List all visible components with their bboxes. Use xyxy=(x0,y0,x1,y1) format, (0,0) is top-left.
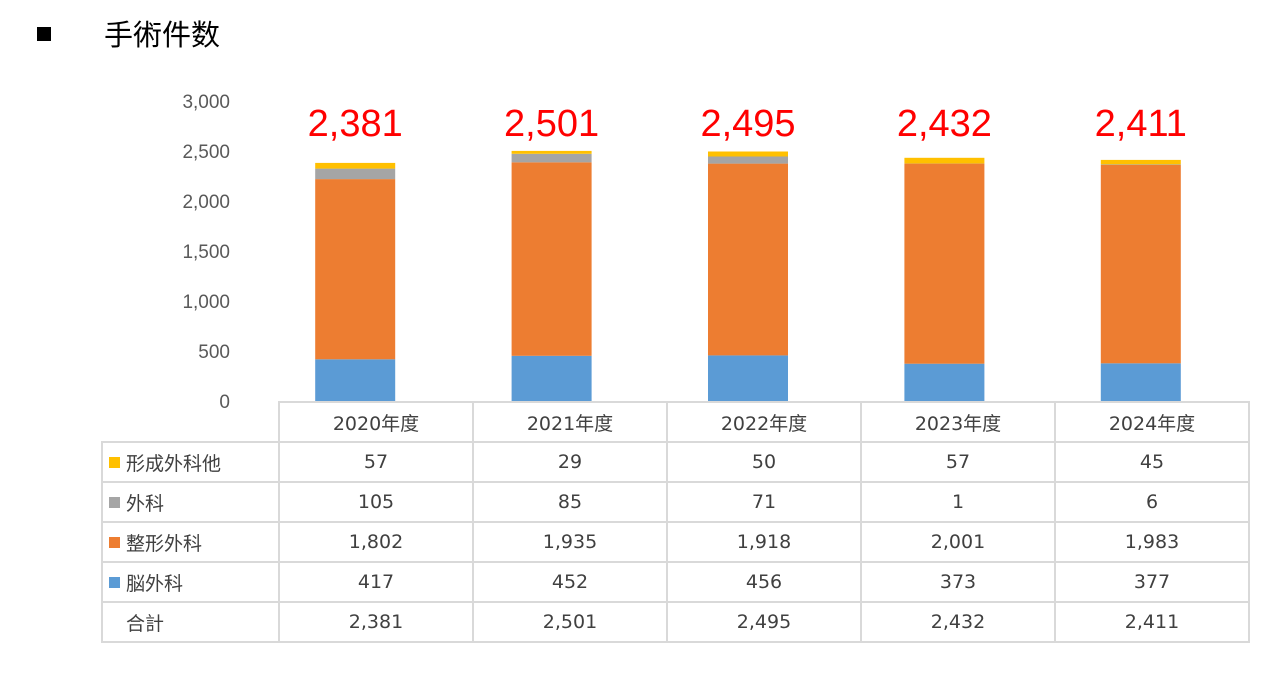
y-tick-label: 1,000 xyxy=(182,292,230,313)
page-title: 手術件数 xyxy=(104,18,221,52)
table-cell: 452 xyxy=(472,561,668,603)
table-row: 整形外科 1,802 1,935 1,918 2,001 1,983 xyxy=(101,521,1250,563)
y-tick-label: 2,500 xyxy=(182,142,230,163)
bar-segment xyxy=(904,363,985,401)
bar-segment xyxy=(315,168,396,180)
bar-segment xyxy=(315,359,396,401)
table-cell: 1,983 xyxy=(1054,521,1250,563)
total-label: 合計 xyxy=(101,601,280,643)
bar-segment xyxy=(511,153,592,163)
series-label: 形成外科他 xyxy=(101,441,280,483)
data-table: 2020年度 2021年度 2022年度 2023年度 2024年度 形成外科他 57 29 5… xyxy=(101,401,1250,643)
table-row: 脳外科 417 452 456 373 377 xyxy=(101,561,1250,603)
y-tick-label: 2,000 xyxy=(182,192,230,213)
total-data-label: 2,495 xyxy=(700,103,795,145)
y-tick-label: 500 xyxy=(198,342,230,363)
category-header: 2023年度 xyxy=(860,401,1056,443)
table-cell: 417 xyxy=(278,561,474,603)
bar-segment xyxy=(1100,363,1181,401)
bar-segment xyxy=(511,150,592,154)
table-row: 形成外科他 57 29 50 57 45 xyxy=(101,441,1250,483)
table-cell: 1,802 xyxy=(278,521,474,563)
bar-segment xyxy=(708,151,788,157)
bar-segment xyxy=(904,157,985,164)
table-cell: 2,432 xyxy=(860,601,1056,643)
table-corner xyxy=(102,402,280,443)
legend-key-icon xyxy=(109,456,120,468)
series-label: 外科 xyxy=(101,481,280,523)
series-label: 脳外科 xyxy=(101,561,280,603)
bar-segment xyxy=(708,163,788,356)
bullet-square-icon xyxy=(37,27,51,41)
table-cell: 57 xyxy=(278,441,474,483)
series-name: 形成外科他 xyxy=(126,452,222,475)
table-cell: 71 xyxy=(666,481,862,523)
legend-key-icon xyxy=(109,496,120,508)
bar-segment xyxy=(511,162,592,356)
table-row: 外科 105 85 71 1 6 xyxy=(101,481,1250,523)
table-cell: 29 xyxy=(472,441,668,483)
bar-segment xyxy=(1100,164,1181,165)
table-cell: 45 xyxy=(1054,441,1250,483)
series-name: 脳外科 xyxy=(126,572,184,595)
total-data-label: 2,411 xyxy=(1095,103,1187,145)
table-cell: 2,495 xyxy=(666,601,862,643)
bar-segment xyxy=(904,163,985,364)
bar-segment xyxy=(1100,165,1181,364)
table-cell: 2,381 xyxy=(278,601,474,643)
table-cell: 373 xyxy=(860,561,1056,603)
y-tick-label: 3,000 xyxy=(182,92,230,113)
table-cell: 377 xyxy=(1054,561,1250,603)
table-cell: 456 xyxy=(666,561,862,603)
legend-key-icon xyxy=(109,576,120,588)
total-data-label: 2,501 xyxy=(504,103,599,145)
bar-segment xyxy=(315,162,396,169)
table-cell: 2,001 xyxy=(860,521,1056,563)
table-cell: 6 xyxy=(1054,481,1250,523)
table-cell: 1,935 xyxy=(472,521,668,563)
series-name: 外科 xyxy=(126,492,165,515)
bar-segment xyxy=(511,355,592,401)
bar-segment xyxy=(315,179,396,360)
category-header: 2024年度 xyxy=(1054,401,1250,443)
total-data-label: 2,381 xyxy=(308,103,403,145)
legend-key-icon xyxy=(109,536,120,548)
category-header: 2022年度 xyxy=(666,401,862,443)
category-header: 2021年度 xyxy=(472,401,668,443)
table-cell: 2,501 xyxy=(472,601,668,643)
table-cell: 1,918 xyxy=(666,521,862,563)
table-cell: 57 xyxy=(860,441,1056,483)
total-data-label: 2,432 xyxy=(897,103,992,145)
y-tick-label: 1,500 xyxy=(182,242,230,263)
bar-segment xyxy=(708,156,788,164)
bar-segment xyxy=(1100,159,1181,165)
table-cell: 1 xyxy=(860,481,1056,523)
series-name: 整形外科 xyxy=(126,532,203,555)
table-cell: 2,411 xyxy=(1054,601,1250,643)
table-cell: 85 xyxy=(472,481,668,523)
table-row-total: 合計 2,381 2,501 2,495 2,432 2,411 xyxy=(101,601,1250,643)
series-label: 整形外科 xyxy=(101,521,280,563)
table-cell: 50 xyxy=(666,441,862,483)
category-header: 2020年度 xyxy=(278,401,474,443)
bar-segment xyxy=(708,355,788,401)
table-cell: 105 xyxy=(278,481,474,523)
